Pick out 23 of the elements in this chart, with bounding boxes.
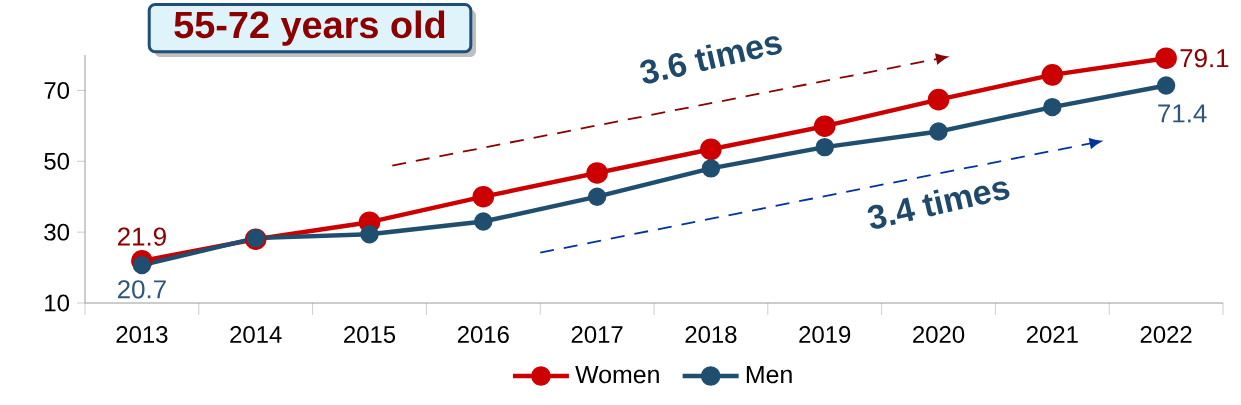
x-tick-label: 2017	[571, 326, 623, 343]
y-tick-label: 70	[44, 81, 70, 99]
legend-label: Men	[746, 365, 792, 384]
annotation: 3.4 times	[867, 181, 1010, 229]
x-tick-label: 2020	[913, 326, 965, 343]
data-label: 71.4	[1158, 104, 1207, 123]
annotation: 3.6 times	[640, 36, 782, 84]
data-label: 20.7	[118, 280, 166, 299]
legend-label: Women	[575, 365, 659, 384]
chart-title: 55-72 years old	[174, 10, 445, 46]
y-tick-label: 50	[44, 152, 70, 170]
x-tick-label: 2018	[685, 326, 737, 343]
x-tick-label: 2015	[344, 326, 396, 343]
y-tick-label: 30	[44, 223, 70, 241]
x-tick-label: 2013	[116, 326, 168, 343]
data-label: 79.1	[1180, 49, 1229, 68]
x-tick-label: 2014	[230, 326, 282, 343]
x-tick-label: 2019	[799, 326, 851, 343]
data-label: 21.9	[118, 227, 166, 246]
x-tick-label: 2022	[1140, 326, 1192, 343]
x-tick-label: 2016	[457, 326, 509, 343]
x-tick-label: 2021	[1026, 326, 1078, 343]
y-tick-label: 10	[45, 294, 70, 312]
